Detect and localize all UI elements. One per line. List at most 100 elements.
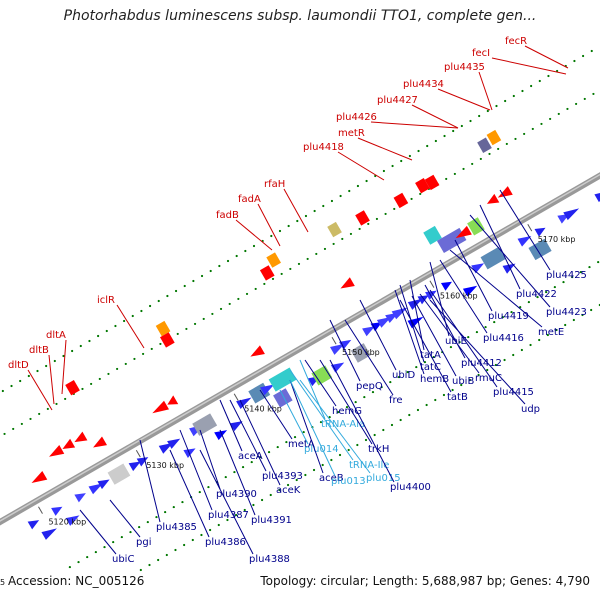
labeled-reverse-gene-11[interactable] (65, 380, 80, 396)
forward-gene-arrow[interactable] (370, 322, 383, 332)
gene-label-plu4386[interactable]: plu4386 (205, 537, 246, 548)
forward-gene-arrow[interactable] (329, 343, 345, 355)
gene-features[interactable] (27, 129, 600, 540)
gene-label-plu4418[interactable]: plu4418 (303, 142, 344, 153)
gene-label-plu4425[interactable]: plu4425 (546, 270, 587, 281)
gene-block-reverse[interactable] (467, 217, 485, 236)
gene-label-fre[interactable]: fre (389, 395, 403, 406)
gene-label-ubiB[interactable]: ubiB (452, 376, 474, 387)
gene-label-dltB[interactable]: dltB (29, 345, 49, 356)
gene-label-metE[interactable]: metE (538, 327, 564, 338)
gene-label-fecR[interactable]: fecR (505, 36, 527, 47)
forward-gene-arrow[interactable] (471, 263, 485, 274)
gene-label-tatC[interactable]: tatC (420, 362, 441, 373)
gene-label-ubiD[interactable]: ubiD (392, 370, 415, 381)
gene-block[interactable] (192, 413, 218, 436)
gene-label-metR[interactable]: metR (338, 128, 365, 139)
forward-gene-arrow[interactable] (517, 236, 532, 247)
gene-label-plu4387[interactable]: plu4387 (208, 510, 249, 521)
forward-gene-arrow[interactable] (391, 307, 408, 320)
gene-label-plu4416[interactable]: plu4416 (483, 333, 524, 344)
labeled-reverse-gene-3[interactable] (415, 178, 430, 194)
forward-gene-arrow[interactable] (128, 461, 141, 472)
forward-gene-arrow[interactable] (167, 438, 181, 449)
gene-label-plu4390[interactable]: plu4390 (216, 489, 257, 500)
gene-block-reverse[interactable] (423, 225, 442, 245)
forward-gene-arrow[interactable] (51, 506, 63, 516)
gene-label-dltD[interactable]: dltD (8, 360, 29, 371)
gene-label-aceB[interactable]: aceB (319, 473, 344, 484)
gene-label-fadB[interactable]: fadB (216, 210, 239, 221)
gene-label-tatB[interactable]: tatB (447, 392, 468, 403)
forward-gene-arrow[interactable] (74, 493, 86, 503)
gene-label-plu4412[interactable]: plu4412 (461, 358, 502, 369)
reverse-gene-arrow[interactable] (49, 445, 65, 457)
gene-label-udp[interactable]: udp (521, 404, 540, 415)
reverse-gene-arrow[interactable] (250, 345, 265, 357)
gene-label-tRNA-Ile[interactable]: tRNA-Ile (349, 460, 389, 471)
forward-gene-arrow[interactable] (417, 295, 429, 305)
gene-label-pepQ[interactable]: pepQ (356, 381, 383, 392)
gene-label-plu4435[interactable]: plu4435 (444, 62, 485, 73)
reverse-gene-arrow[interactable] (486, 193, 500, 204)
labeled-reverse-gene-1[interactable] (477, 137, 492, 153)
gene-label-plu4422[interactable]: plu4422 (516, 289, 557, 300)
gene-block[interactable] (350, 343, 371, 363)
labeled-reverse-gene-10[interactable] (160, 332, 175, 348)
gene-label-plu4427[interactable]: plu4427 (377, 95, 418, 106)
gene-label-hemG[interactable]: hemG (332, 406, 362, 417)
gene-label-plu4434[interactable]: plu4434 (403, 79, 444, 90)
forward-gene-arrow[interactable] (534, 227, 546, 237)
forward-gene-arrow[interactable] (41, 528, 57, 540)
gene-label-fadA[interactable]: fadA (238, 194, 261, 205)
gene-label-hemB[interactable]: hemB (420, 374, 449, 385)
reverse-gene-arrow[interactable] (62, 438, 76, 449)
labeled-reverse-gene-9[interactable] (155, 320, 171, 337)
gene-block[interactable] (480, 246, 506, 270)
gene-label-rfaH[interactable]: rfaH (264, 179, 285, 190)
reverse-gene-arrow[interactable] (31, 471, 48, 483)
labeled-reverse-gene-8[interactable] (259, 265, 275, 281)
gene-label-plu015[interactable]: plu015 (366, 473, 401, 484)
forward-gene-arrow[interactable] (339, 339, 352, 350)
gene-label-pgi[interactable]: pgi (136, 537, 151, 548)
forward-gene-arrow[interactable] (330, 362, 345, 373)
gene-label-plu4391[interactable]: plu4391 (251, 515, 292, 526)
forward-gene-arrow[interactable] (502, 263, 516, 274)
gene-label-iclR[interactable]: iclR (97, 295, 115, 306)
gene-label-plu4385[interactable]: plu4385 (156, 522, 197, 533)
gene-label-plu4388[interactable]: plu4388 (249, 554, 290, 565)
labeled-reverse-gene-2[interactable] (424, 174, 440, 191)
labeled-reverse-gene-7[interactable] (266, 252, 281, 268)
forward-gene-arrow[interactable] (158, 442, 174, 454)
reverse-gene-arrow[interactable] (340, 277, 355, 289)
forward-gene-arrow[interactable] (260, 384, 275, 396)
gene-label-trkH[interactable]: trkH (368, 444, 389, 455)
forward-gene-arrow[interactable] (594, 190, 600, 203)
forward-gene-arrow[interactable] (214, 430, 228, 441)
gene-block-reverse[interactable] (436, 227, 467, 253)
forward-gene-arrow[interactable] (563, 208, 580, 221)
reverse-gene-arrow[interactable] (74, 431, 88, 443)
gene-label-rmuC[interactable]: rmuC (475, 373, 502, 384)
gene-label-aceA[interactable]: aceA (238, 451, 263, 462)
labeled-reverse-gene-4[interactable] (393, 192, 409, 209)
reverse-gene-arrow[interactable] (497, 186, 513, 198)
labeled-reverse-gene-0[interactable] (486, 129, 502, 146)
gene-label-plu4393[interactable]: plu4393 (262, 471, 303, 482)
gene-block[interactable] (273, 388, 293, 408)
forward-gene-arrow[interactable] (65, 515, 80, 526)
reverse-gene-arrow[interactable] (152, 400, 170, 414)
gene-label-fecI[interactable]: fecI (472, 48, 490, 59)
gene-label-plu4426[interactable]: plu4426 (336, 112, 377, 123)
gene-label-plu4400[interactable]: plu4400 (390, 482, 431, 493)
labeled-reverse-gene-5[interactable] (355, 210, 370, 226)
forward-gene-arrow[interactable] (229, 421, 243, 432)
gene-label-metA[interactable]: metA (288, 439, 315, 450)
gene-block[interactable] (528, 238, 552, 261)
gene-label-plu013[interactable]: plu013 (331, 476, 366, 487)
gene-label-plu4415[interactable]: plu4415 (493, 387, 534, 398)
gene-label-dltA[interactable]: dltA (46, 330, 66, 341)
